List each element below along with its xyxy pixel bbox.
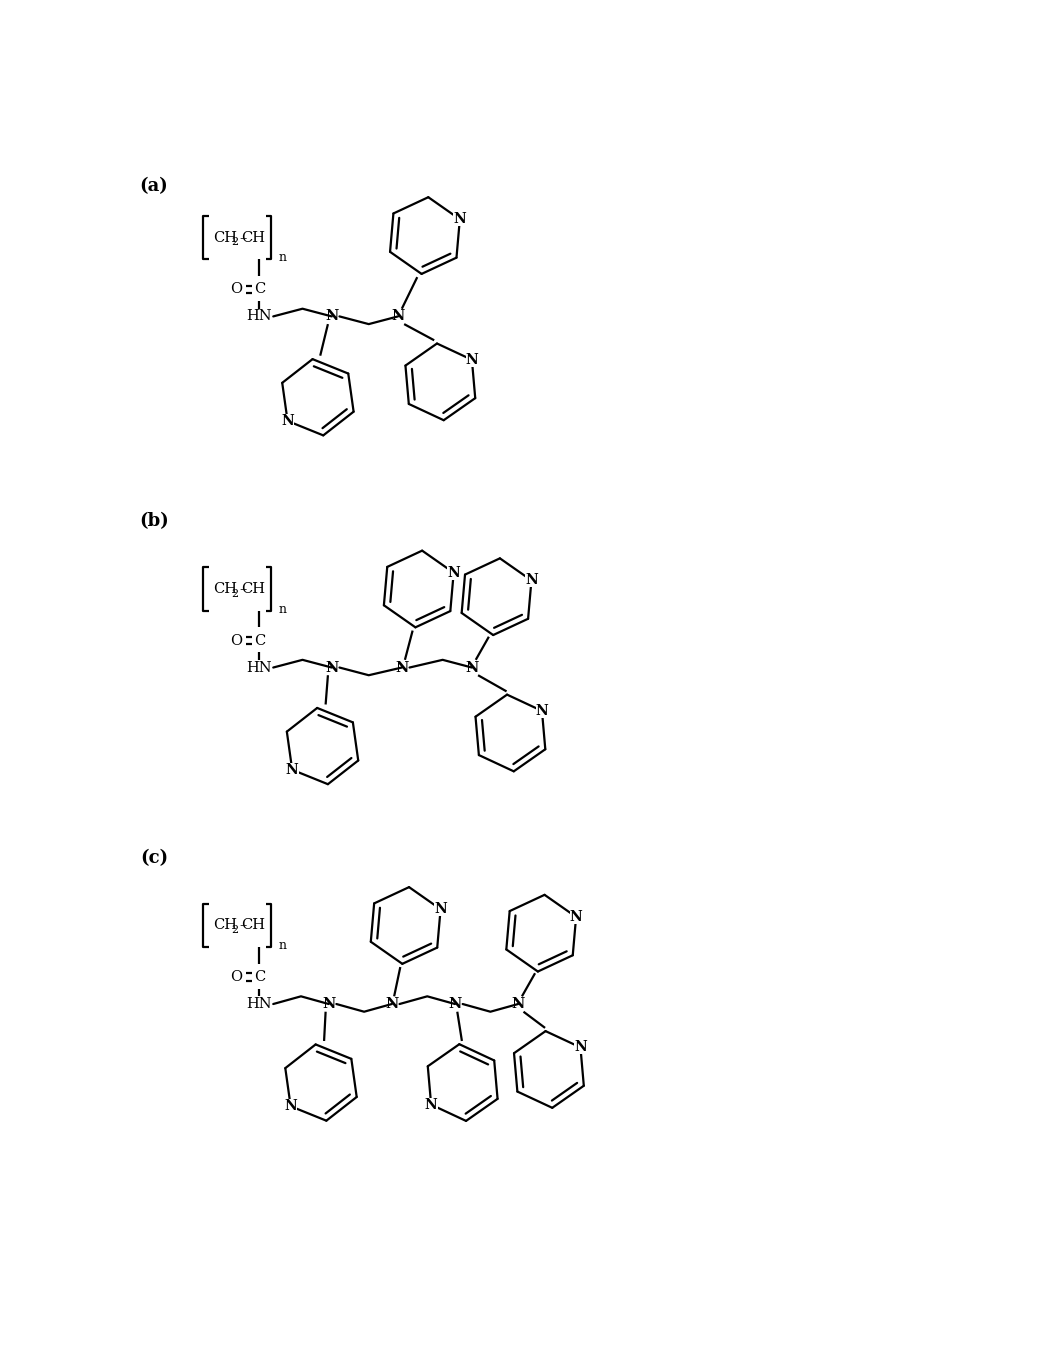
Text: N: N xyxy=(536,704,548,718)
Text: N: N xyxy=(281,414,294,428)
Text: N: N xyxy=(395,660,409,675)
Text: 2: 2 xyxy=(231,237,239,248)
Text: (a): (a) xyxy=(139,178,168,195)
Text: CH: CH xyxy=(241,919,266,932)
Text: n: n xyxy=(278,252,286,264)
Text: N: N xyxy=(385,997,399,1012)
Text: N: N xyxy=(448,997,462,1012)
Text: –: – xyxy=(240,919,247,932)
Text: O: O xyxy=(230,970,242,985)
Text: O: O xyxy=(230,633,242,648)
Text: N: N xyxy=(525,574,538,587)
Text: CH: CH xyxy=(213,230,237,245)
Text: N: N xyxy=(447,566,460,579)
Text: N: N xyxy=(454,213,466,226)
Text: 2: 2 xyxy=(231,589,239,598)
Text: N: N xyxy=(465,660,479,675)
Text: C: C xyxy=(253,633,265,648)
Text: N: N xyxy=(574,1040,586,1055)
Text: CH: CH xyxy=(241,230,266,245)
Text: N: N xyxy=(391,310,405,323)
Text: N: N xyxy=(284,1099,297,1113)
Text: CH: CH xyxy=(241,582,266,595)
Text: N: N xyxy=(325,660,338,675)
Text: N: N xyxy=(434,902,447,916)
Text: –: – xyxy=(240,582,247,595)
Text: n: n xyxy=(278,602,286,616)
Text: HN: HN xyxy=(247,997,272,1012)
Text: (b): (b) xyxy=(139,512,169,531)
Text: HN: HN xyxy=(247,660,272,675)
Text: CH: CH xyxy=(213,582,237,595)
Text: N: N xyxy=(570,911,582,924)
Text: 2: 2 xyxy=(231,925,239,935)
Text: –: – xyxy=(240,230,247,245)
Text: N: N xyxy=(325,310,338,323)
Text: N: N xyxy=(425,1098,437,1111)
Text: (c): (c) xyxy=(140,850,168,867)
Text: N: N xyxy=(322,997,335,1012)
Text: n: n xyxy=(278,939,286,952)
Text: N: N xyxy=(465,353,479,366)
Text: N: N xyxy=(285,762,299,777)
Text: HN: HN xyxy=(247,310,272,323)
Text: C: C xyxy=(253,970,265,985)
Text: CH: CH xyxy=(213,919,237,932)
Text: O: O xyxy=(230,283,242,296)
Text: N: N xyxy=(512,997,525,1012)
Text: C: C xyxy=(253,283,265,296)
